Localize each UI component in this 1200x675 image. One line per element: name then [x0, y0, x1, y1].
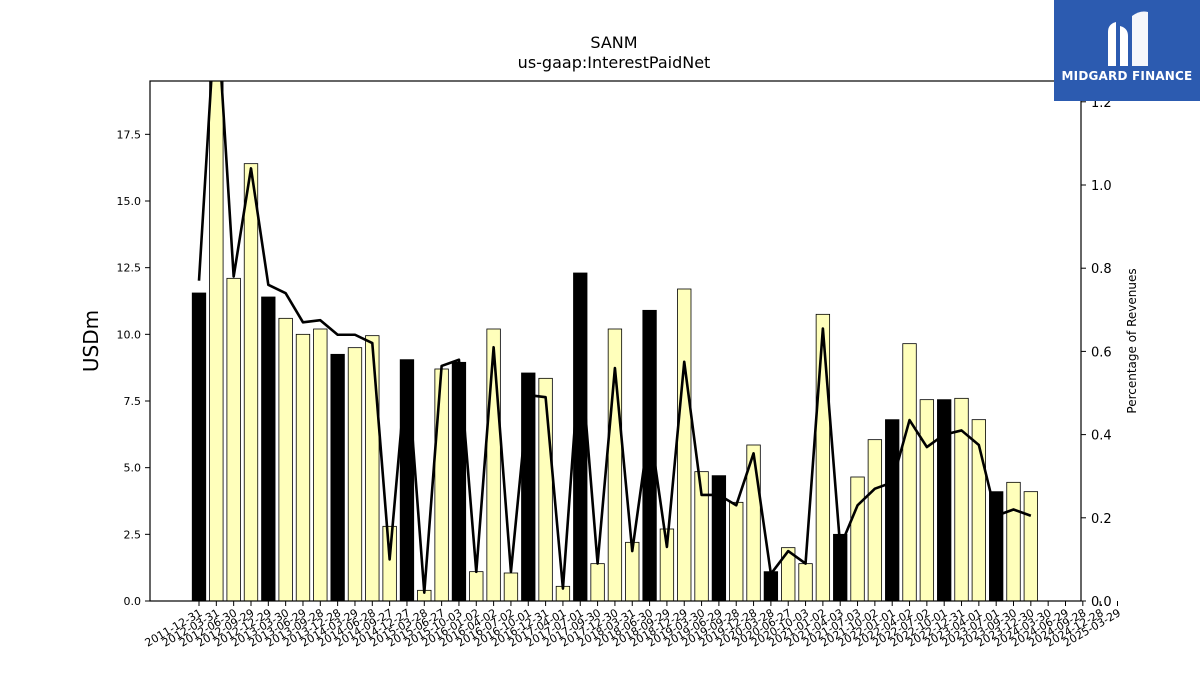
bar [1006, 481, 1021, 601]
y-tick-label: 15.0 [117, 195, 142, 208]
bars-group [191, 81, 1038, 601]
y-tick-label: 12.5 [117, 262, 142, 275]
y2-tick-label: 1.0 [1091, 179, 1112, 194]
y-tick-label: 2.5 [124, 528, 142, 541]
bar [694, 471, 709, 601]
plot-frame [149, 80, 1082, 602]
y2-tick-label: 0.8 [1091, 262, 1112, 277]
y-axis-label: USDm [79, 310, 103, 372]
y2-tick-label: 0.4 [1091, 429, 1112, 444]
bar [798, 563, 813, 601]
bar [226, 277, 241, 601]
bar [347, 347, 363, 601]
bar [763, 571, 779, 601]
bar [278, 317, 293, 601]
bar [451, 361, 467, 601]
bar [971, 419, 986, 601]
bar [954, 397, 969, 601]
bar [382, 525, 397, 601]
bar [937, 399, 952, 601]
bar [486, 328, 501, 601]
bar [815, 313, 831, 601]
y-tick-label: 5.0 [124, 462, 142, 475]
chart-subtitle: us-gaap:InterestPaidNet [518, 53, 711, 72]
bar [729, 501, 744, 601]
y2-tick-label: 0.6 [1091, 345, 1112, 360]
chart-title: SANM [590, 33, 637, 52]
logo-text: MIDGARD FINANCE [1061, 69, 1193, 83]
y2-tick-label: 0.2 [1091, 512, 1112, 527]
bar [434, 368, 449, 601]
bar [313, 328, 328, 601]
pct-line-group [197, 81, 1032, 594]
bar [677, 288, 692, 601]
bar [885, 419, 900, 601]
bar [538, 377, 553, 601]
bar [330, 353, 345, 601]
bar [711, 475, 727, 601]
y2-axis-label: Percentage of Revenues [1125, 268, 1139, 413]
x-axis: 2011-12-312012-03-312012-06-302012-09-29… [143, 601, 1123, 650]
bar [590, 563, 605, 601]
brand-logo: MIDGARD FINANCE [1054, 0, 1200, 101]
bar [573, 272, 588, 601]
bar [209, 81, 224, 601]
y-tick-label: 10.0 [117, 328, 142, 341]
bar [243, 163, 259, 601]
y2-axis: 0.00.20.40.60.81.01.2 [1081, 96, 1112, 610]
y-axis: 0.0 2.5 5.0 7.5 10.0 12.5 15.0 17.5 [117, 128, 150, 608]
bar [399, 359, 415, 601]
bar [469, 571, 484, 601]
bar [261, 296, 276, 601]
bar [191, 292, 207, 601]
y-tick-label: 17.5 [117, 128, 142, 141]
bar [503, 572, 519, 601]
bar [365, 335, 380, 601]
y2-tick-label: 0.0 [1091, 595, 1112, 610]
logo-mark-icon [1108, 11, 1148, 66]
bar [295, 333, 311, 601]
bar [659, 528, 675, 601]
y-tick-label: 7.5 [124, 395, 142, 408]
bar [867, 439, 883, 601]
bar [1023, 491, 1038, 601]
bar [642, 309, 657, 601]
bar [850, 476, 865, 601]
bar [989, 491, 1004, 601]
bar [902, 343, 917, 601]
pct-revenue-line [197, 81, 1032, 594]
y-tick-label: 0.0 [124, 595, 142, 608]
bar [919, 399, 935, 601]
